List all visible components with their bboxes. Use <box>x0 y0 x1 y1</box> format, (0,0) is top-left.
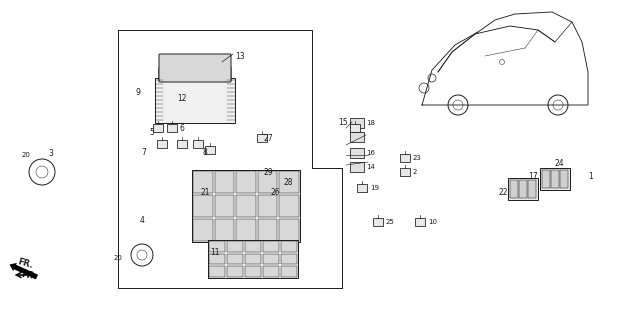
Text: 21: 21 <box>200 188 210 196</box>
Bar <box>542 170 550 188</box>
Bar <box>551 170 559 188</box>
Text: 11: 11 <box>211 247 220 257</box>
Bar <box>167 124 177 132</box>
Bar <box>205 146 215 154</box>
Bar <box>528 180 536 198</box>
Bar <box>193 219 212 241</box>
Text: 7: 7 <box>142 148 146 156</box>
Text: 12: 12 <box>177 93 187 102</box>
Bar <box>279 171 299 193</box>
Bar <box>540 168 570 190</box>
Bar <box>519 180 527 198</box>
Bar <box>236 171 256 193</box>
Bar <box>350 132 364 142</box>
Bar <box>510 180 518 198</box>
Bar <box>236 195 256 217</box>
Bar <box>263 266 279 277</box>
Bar <box>257 134 267 142</box>
Bar <box>227 254 243 264</box>
Text: 14: 14 <box>366 164 375 170</box>
Bar <box>357 184 367 192</box>
Text: 3: 3 <box>48 149 53 158</box>
Bar <box>279 195 299 217</box>
Text: 6: 6 <box>179 124 184 132</box>
Text: 29: 29 <box>263 167 273 177</box>
Bar <box>281 241 297 252</box>
Bar <box>227 266 243 277</box>
Bar <box>193 171 212 193</box>
Bar <box>236 219 256 241</box>
Text: 4: 4 <box>139 216 144 225</box>
Bar <box>193 140 203 148</box>
Text: 25: 25 <box>386 219 395 225</box>
Bar <box>263 254 279 264</box>
Text: 27: 27 <box>263 133 273 142</box>
Text: 15: 15 <box>338 117 348 126</box>
Bar <box>214 195 234 217</box>
Bar <box>214 219 234 241</box>
Text: 13: 13 <box>235 52 245 61</box>
Bar <box>281 254 297 264</box>
Bar <box>192 170 300 242</box>
Bar <box>209 266 225 277</box>
Text: 19: 19 <box>370 185 379 191</box>
Bar <box>258 219 277 241</box>
FancyArrow shape <box>10 263 38 279</box>
FancyBboxPatch shape <box>159 54 231 82</box>
Text: 8: 8 <box>203 148 207 156</box>
FancyBboxPatch shape <box>159 67 231 81</box>
Bar <box>400 168 410 176</box>
Bar <box>281 266 297 277</box>
Bar <box>350 124 360 132</box>
Bar <box>177 140 187 148</box>
Bar <box>209 241 225 252</box>
Bar <box>258 171 277 193</box>
Text: 20: 20 <box>113 255 122 261</box>
Bar <box>373 218 383 226</box>
Bar <box>350 162 364 172</box>
Text: 24: 24 <box>555 159 565 168</box>
Bar <box>214 171 234 193</box>
Bar <box>350 118 364 128</box>
Text: FR.: FR. <box>22 270 39 281</box>
Bar <box>560 170 568 188</box>
Text: 9: 9 <box>135 87 141 97</box>
Bar <box>279 219 299 241</box>
Bar <box>245 254 261 264</box>
Text: 5: 5 <box>149 127 155 137</box>
Text: 16: 16 <box>366 150 375 156</box>
Bar <box>245 266 261 277</box>
Bar <box>245 241 261 252</box>
Bar <box>153 124 163 132</box>
Text: 20: 20 <box>21 152 30 158</box>
Bar <box>415 218 425 226</box>
Text: 28: 28 <box>283 178 293 187</box>
Text: 10: 10 <box>428 219 437 225</box>
Text: 26: 26 <box>270 188 280 196</box>
Bar <box>155 78 235 123</box>
Text: 2: 2 <box>413 169 417 175</box>
Text: 22: 22 <box>499 188 508 197</box>
Bar <box>400 154 410 162</box>
Bar <box>193 195 212 217</box>
Bar <box>157 140 167 148</box>
Bar <box>263 241 279 252</box>
Text: 18: 18 <box>366 120 375 126</box>
Bar <box>209 254 225 264</box>
Text: 1: 1 <box>588 172 593 181</box>
FancyArrowPatch shape <box>17 273 31 277</box>
Text: 23: 23 <box>413 155 422 161</box>
Bar <box>508 178 538 200</box>
Bar <box>227 241 243 252</box>
Bar <box>258 195 277 217</box>
Bar <box>208 240 298 278</box>
Bar <box>350 148 364 158</box>
Text: 17: 17 <box>528 172 537 181</box>
Text: FR.: FR. <box>17 257 34 270</box>
